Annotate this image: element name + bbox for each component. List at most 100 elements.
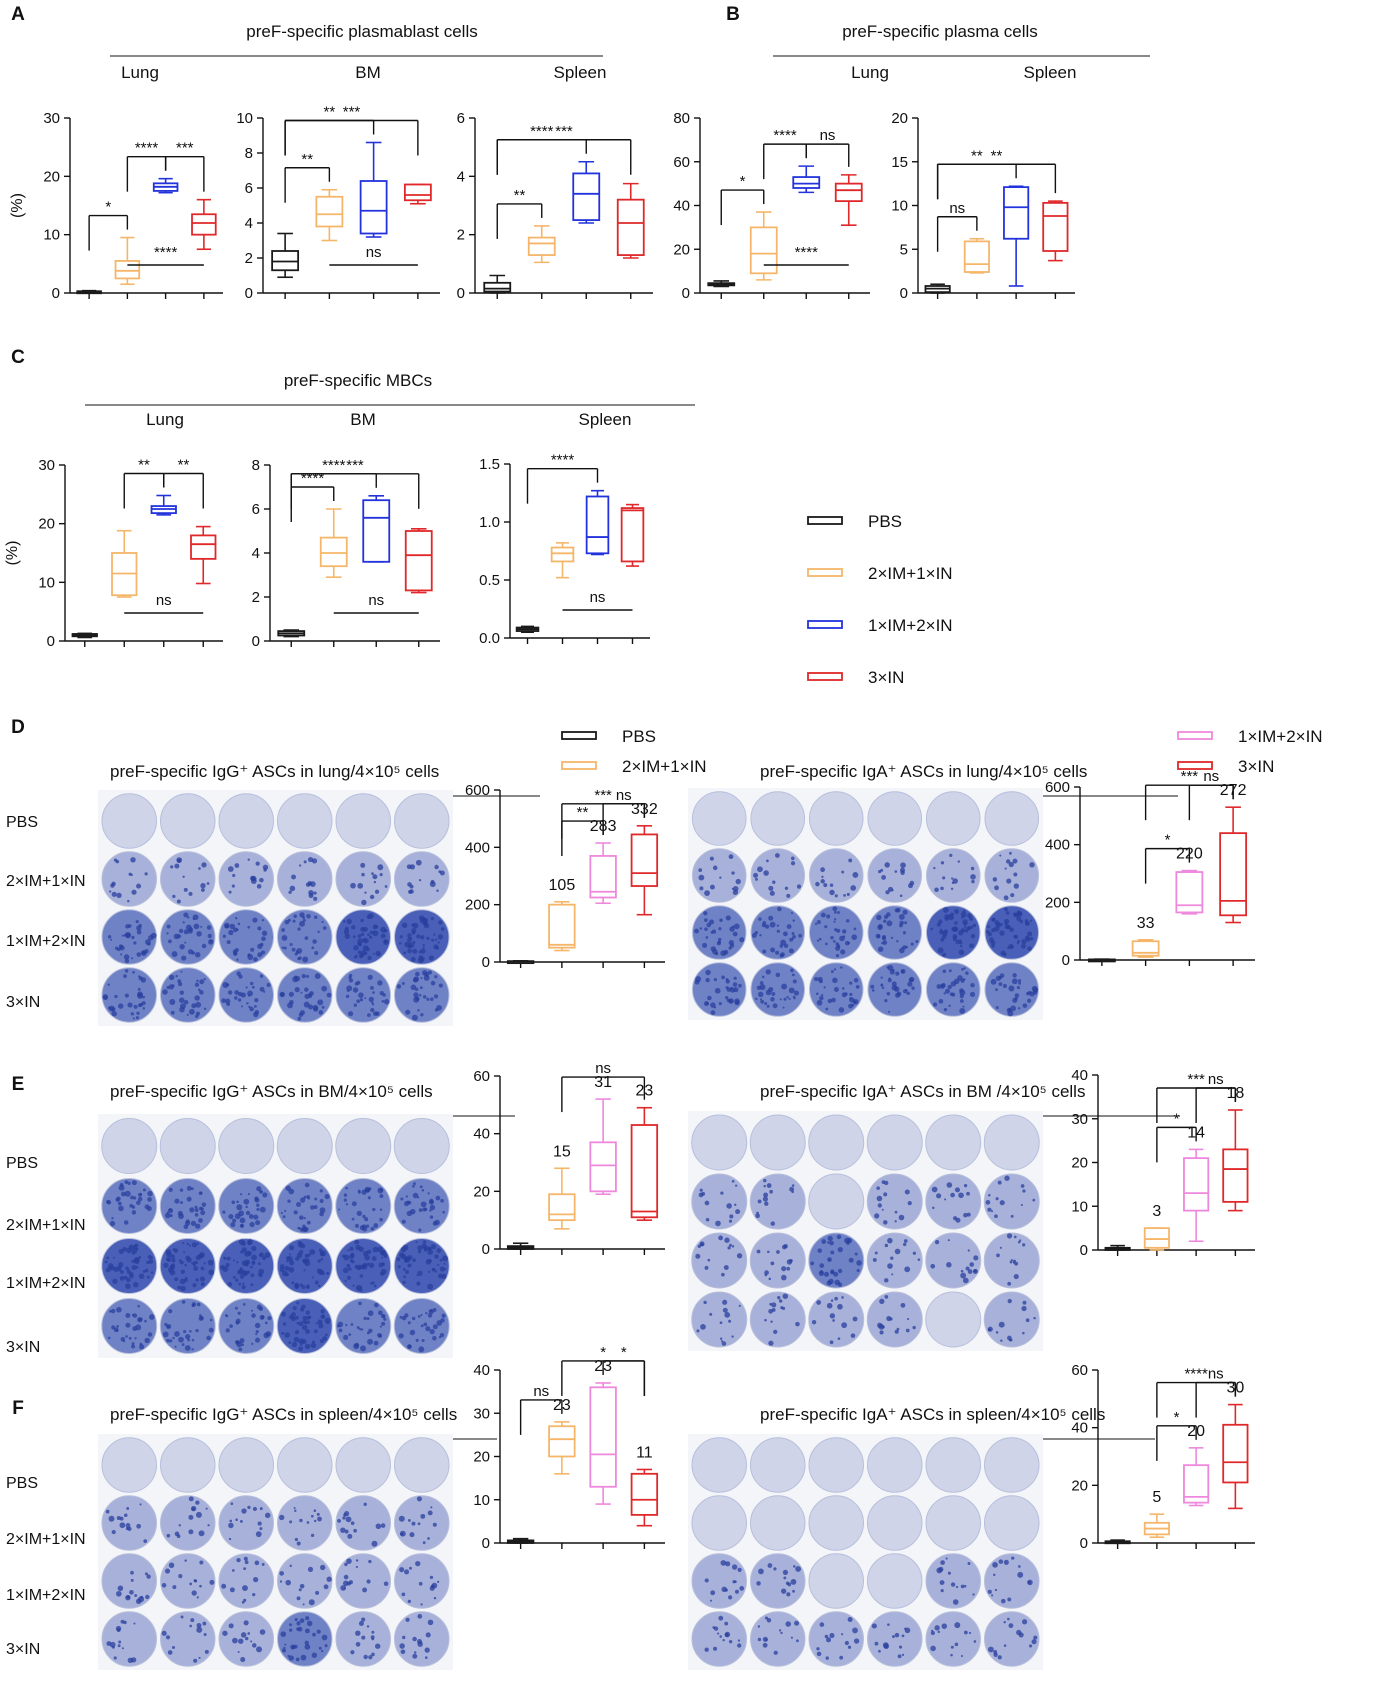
significance-label: ns <box>368 592 384 609</box>
spot <box>377 864 384 871</box>
spot <box>712 865 718 871</box>
spot <box>337 1321 344 1328</box>
spot <box>232 1637 238 1644</box>
spot <box>196 1261 199 1264</box>
spot <box>821 1239 827 1244</box>
spot <box>356 1287 360 1291</box>
spot <box>936 1567 943 1574</box>
spot <box>764 1270 769 1275</box>
spot <box>1006 1233 1013 1239</box>
spot <box>720 1560 727 1566</box>
y-tick-label: 20 <box>1071 1477 1088 1494</box>
spot <box>194 995 200 1001</box>
spot <box>409 1329 416 1336</box>
spot <box>993 1652 998 1657</box>
spot <box>259 877 264 883</box>
spot <box>131 1210 137 1215</box>
spot <box>833 968 837 971</box>
spot <box>105 1509 110 1514</box>
spot <box>422 995 427 999</box>
spot <box>430 879 435 884</box>
spot <box>299 1518 303 1523</box>
box-3×IN <box>403 183 432 205</box>
spot <box>109 1641 116 1648</box>
box-1×IM+2×IN <box>572 160 601 224</box>
panel-letter-C: C <box>11 347 25 368</box>
spot <box>196 1626 203 1633</box>
spot <box>228 1623 234 1629</box>
spot <box>172 1336 175 1340</box>
y-tick-label: 1.0 <box>479 514 500 531</box>
spot <box>200 1207 204 1211</box>
spot <box>232 1569 235 1572</box>
spot <box>321 1634 328 1641</box>
y-tick-label: 10 <box>891 198 908 215</box>
spot <box>173 933 180 940</box>
well <box>276 967 333 1023</box>
spot <box>337 1519 341 1523</box>
spot <box>316 1629 321 1634</box>
box-PBS <box>1087 958 1116 963</box>
spot <box>432 1336 437 1341</box>
spot <box>373 1223 379 1228</box>
box-1×IM+2×IN <box>362 494 391 563</box>
spot <box>279 1580 283 1583</box>
spot <box>847 1617 853 1623</box>
well <box>101 1437 158 1493</box>
spot <box>852 1627 858 1634</box>
spot <box>144 1204 150 1210</box>
spot <box>148 1314 155 1320</box>
significance-label: * <box>740 173 746 190</box>
spot <box>283 946 287 950</box>
spot <box>765 1638 768 1642</box>
y-tick-label: 200 <box>465 897 490 914</box>
significance-label: ns <box>366 244 382 261</box>
significance-label: ns <box>820 127 836 144</box>
spot <box>710 1010 716 1016</box>
y-tick-label: 30 <box>1071 1111 1088 1128</box>
spot <box>326 1321 330 1325</box>
spot <box>253 1577 259 1583</box>
spot <box>355 1559 359 1562</box>
spot <box>129 1203 134 1208</box>
spot <box>257 1521 262 1526</box>
spot <box>234 990 240 995</box>
spot <box>704 927 708 931</box>
significance-label: * <box>1174 1110 1180 1127</box>
well <box>393 1553 450 1609</box>
spot <box>125 924 130 929</box>
spot <box>183 999 189 1005</box>
spot <box>434 975 438 979</box>
spot <box>116 1196 121 1201</box>
spot <box>409 884 414 889</box>
spot <box>381 1321 386 1326</box>
box-iqr <box>1042 201 1069 252</box>
spot <box>248 1214 254 1219</box>
spot <box>951 992 956 997</box>
spot <box>717 937 722 942</box>
well <box>218 909 275 965</box>
spot <box>300 1307 305 1312</box>
spot <box>188 1008 195 1015</box>
y-tick-label: 40 <box>1071 1067 1088 1084</box>
spot <box>712 1626 716 1629</box>
spot <box>363 1502 367 1506</box>
spot <box>1029 862 1035 868</box>
spot <box>136 883 142 889</box>
spot <box>772 880 776 884</box>
spot <box>131 935 135 940</box>
spot <box>789 1258 793 1263</box>
spot <box>134 1258 140 1265</box>
plate-E-IgA <box>688 1111 1043 1351</box>
spot <box>826 1637 832 1643</box>
spot <box>361 950 367 956</box>
spot <box>312 1340 315 1344</box>
spot <box>220 1264 225 1270</box>
spot <box>380 933 386 939</box>
spot <box>793 1565 796 1568</box>
spot <box>720 1191 724 1195</box>
spot <box>427 1619 434 1626</box>
spot <box>184 1263 187 1267</box>
